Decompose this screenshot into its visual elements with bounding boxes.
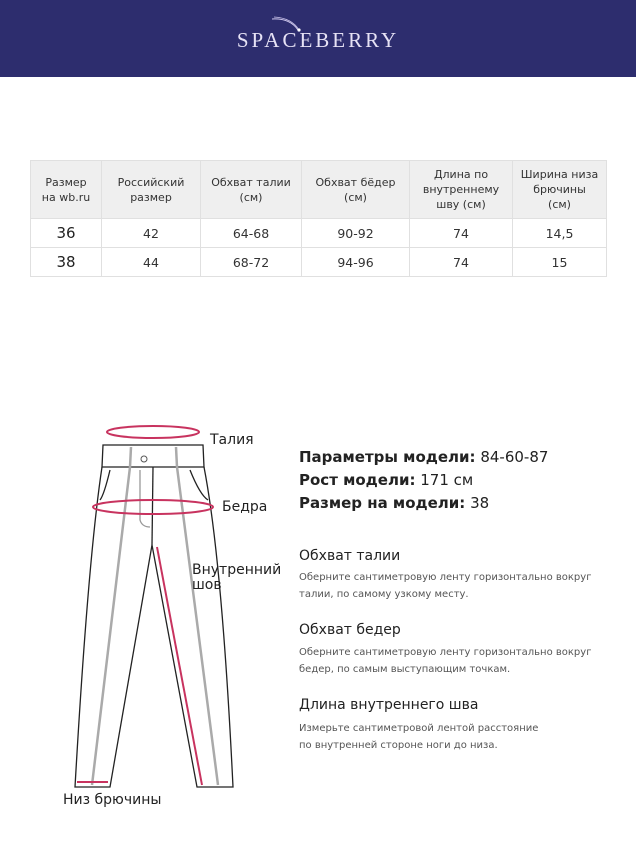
model-height: Рост модели: 171 см bbox=[299, 471, 474, 489]
hip-measure bbox=[92, 499, 214, 515]
cell: 64-68 bbox=[200, 218, 302, 248]
model-params: Параметры модели: 84-60-87 bbox=[299, 448, 549, 466]
inseam-label: Внутренний bbox=[192, 562, 282, 578]
table-row: 36 42 64-68 90-92 74 14,5 bbox=[30, 218, 607, 248]
inseam-measure bbox=[156, 546, 203, 786]
cell: 15 bbox=[512, 247, 607, 277]
cell: 94-96 bbox=[301, 247, 410, 277]
hips-label: Бедра bbox=[222, 499, 268, 515]
waist-label: Талия bbox=[210, 432, 254, 448]
cell: 90-92 bbox=[301, 218, 410, 248]
cell: 42 bbox=[101, 218, 201, 248]
guide-text: Оберните сантиметровую ленту горизонталь… bbox=[299, 647, 592, 675]
cell: 14,5 bbox=[512, 218, 607, 248]
col-header: Обхват талии (см) bbox=[200, 160, 302, 219]
table-row: 38 44 68-72 94-96 74 15 bbox=[30, 247, 607, 277]
col-header: Обхват бёдер (см) bbox=[301, 160, 410, 219]
col-header: Российский размер bbox=[101, 160, 201, 219]
table-header-row: Размер на wb.ru Российский размер Обхват… bbox=[30, 160, 607, 219]
guide-title: Длина внутреннего шва bbox=[299, 697, 479, 713]
model-size: Размер на модели: 38 bbox=[299, 494, 490, 512]
guide-title: Обхват бедер bbox=[299, 622, 401, 638]
guide-title: Обхват талии bbox=[299, 548, 401, 564]
cell: 68-72 bbox=[200, 247, 302, 277]
shooting-star-icon bbox=[272, 16, 301, 32]
guide-text: Оберните сантиметровую ленту горизонталь… bbox=[299, 572, 592, 600]
brand-logo: SPACEBERRY bbox=[236, 28, 400, 52]
guide-text: Измерьте сантиметровой лентой расстояние… bbox=[299, 723, 539, 751]
size-table: Размер на wb.ru Российский размер Обхват… bbox=[30, 160, 607, 277]
waist-measure bbox=[106, 425, 200, 439]
hem-label: Низ брючины bbox=[63, 792, 162, 808]
brand-header: SPACEBERRY bbox=[0, 0, 636, 77]
inseam-label-2: шов bbox=[192, 577, 222, 593]
col-header: Длина по внутреннему шву (см) bbox=[409, 160, 513, 219]
cell: 44 bbox=[101, 247, 201, 277]
cell: 74 bbox=[409, 247, 513, 277]
